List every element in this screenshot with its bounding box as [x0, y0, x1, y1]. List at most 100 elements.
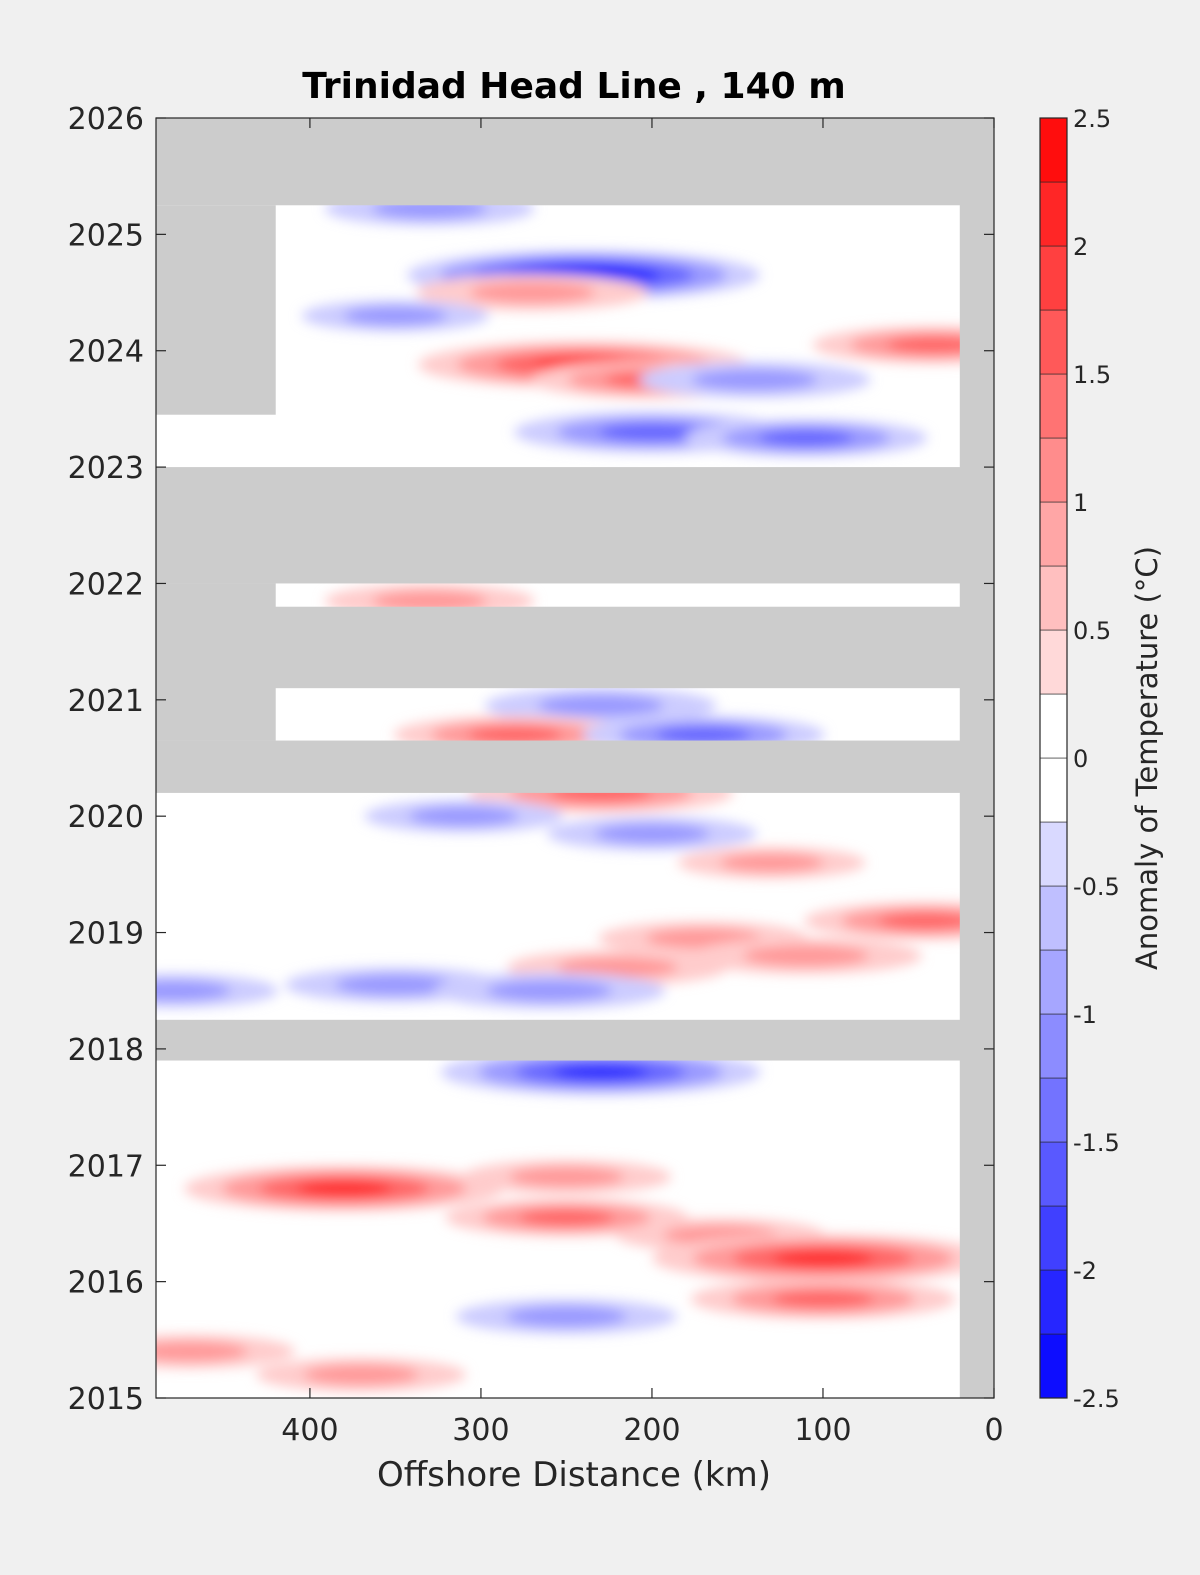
colorbar-tick-label: 0.5	[1073, 617, 1111, 645]
colorbar-segment	[1039, 117, 1068, 183]
anomaly-feature	[301, 300, 490, 332]
anomaly-contour	[508, 1166, 624, 1187]
anomaly-feature	[484, 687, 717, 724]
no-data-layer	[156, 118, 994, 1398]
colorbar-tick-label: -0.5	[1073, 873, 1120, 901]
anomaly-feature	[804, 902, 994, 940]
anomaly-contour	[467, 726, 563, 743]
colorbar-segment	[1039, 885, 1068, 951]
anomaly-feature	[444, 1198, 688, 1237]
y-tick-label: 2023	[68, 451, 144, 486]
anomaly-contour	[656, 726, 751, 743]
anomaly-feature	[364, 799, 564, 833]
x-axis: 400 300 200 100 0	[281, 118, 1004, 1448]
colorbar-segment	[1039, 437, 1068, 503]
colorbar-segment	[1039, 1077, 1068, 1143]
colorbar-segment	[1039, 821, 1068, 887]
colorbar-tick-label: 2	[1073, 233, 1088, 261]
anomaly-contour	[537, 695, 664, 717]
anomaly-feature	[690, 1279, 956, 1320]
y-axis: 2015 2016 2017 2018 2019 2020 2021 2022 2023 2024…	[68, 102, 994, 1417]
anomaly-contour	[742, 945, 869, 967]
y-tick-label: 2022	[68, 567, 144, 602]
colorbar-segment	[1039, 1269, 1068, 1335]
colorbar-segment	[1039, 501, 1068, 567]
y-tick-label: 2020	[68, 800, 144, 835]
y-tick-label: 2021	[68, 684, 144, 719]
plot-frame	[155, 117, 995, 1399]
colorbar-tick-label: -1.5	[1073, 1129, 1120, 1157]
anomaly-contour	[486, 980, 613, 1002]
colorbar-segment	[1039, 1013, 1068, 1079]
anomaly-contour	[553, 1064, 649, 1081]
x-tick-label: 0	[984, 1413, 1003, 1448]
x-tick-label: 200	[623, 1413, 680, 1448]
colorbar-label: Anomaly of Temperature (°C)	[1130, 546, 1164, 970]
y-tick-label: 2019	[68, 917, 144, 952]
colorbar-segment	[1039, 629, 1068, 695]
no-data-band	[156, 467, 994, 584]
anomaly-feature	[156, 1334, 296, 1369]
colorbar-segment	[1039, 693, 1068, 759]
anomaly-contour	[772, 1250, 874, 1267]
colorbar-segment	[1039, 245, 1068, 311]
colorbar-segment	[1039, 309, 1068, 375]
x-tick-label: 100	[794, 1413, 851, 1448]
no-data-band	[156, 740, 994, 793]
anomaly-contour	[506, 1306, 627, 1327]
colorbar-segment	[1039, 565, 1068, 631]
y-tick-label: 2018	[68, 1033, 144, 1068]
anomaly-feature	[433, 972, 666, 1009]
colorbar-segment	[1039, 1141, 1068, 1207]
x-tick-label: 400	[281, 1413, 338, 1448]
colorbar-tick-label: -2.5	[1073, 1385, 1120, 1413]
anomaly-contour	[594, 823, 710, 844]
anomaly-contour	[772, 1290, 874, 1308]
colorbar-tick-label: 2.5	[1073, 105, 1111, 133]
colorbar-tick-label: -2	[1073, 1257, 1097, 1285]
anomaly-feature	[546, 816, 757, 851]
anomaly-contour	[719, 853, 824, 873]
no-data-band	[156, 205, 276, 415]
colorbar-tick-label: -1	[1073, 1001, 1097, 1029]
anomaly-feature	[455, 1298, 677, 1335]
colorbar-tick-label: 1.5	[1073, 361, 1111, 389]
x-axis-label: Offshore Distance (km)	[377, 1455, 771, 1495]
anomaly-contour	[156, 980, 231, 1001]
anomaly-contour	[691, 369, 818, 391]
anomaly-layer	[156, 191, 994, 1392]
anomaly-contour	[409, 806, 519, 826]
anomaly-contour	[469, 281, 596, 304]
anomaly-contour	[557, 957, 679, 978]
colorbar-frame	[1039, 117, 1068, 1399]
y-tick-label: 2017	[68, 1149, 144, 1184]
colorbar-tick-label: 1	[1073, 489, 1088, 517]
no-data-band	[959, 118, 994, 1398]
colorbar-segment	[1039, 949, 1068, 1015]
anomaly-contour	[372, 590, 488, 611]
anomaly-feature	[638, 361, 871, 399]
no-data-band	[156, 583, 276, 741]
anomaly-contour	[878, 912, 973, 930]
anomaly-feature	[156, 973, 279, 1008]
anomaly-contour	[156, 1341, 248, 1362]
colorbar: -2.5 -2 -1.5 -1 -0.5 0 0.5 1 1.5 2 2.5	[1039, 105, 1120, 1413]
no-data-band	[156, 1019, 994, 1061]
anomaly-contour	[758, 429, 854, 447]
anomaly-contour	[599, 423, 705, 442]
y-tick-label: 2016	[68, 1266, 144, 1301]
anomaly-contour	[519, 1209, 614, 1226]
anomaly-contour	[296, 1180, 392, 1197]
y-tick-label: 2024	[68, 335, 144, 370]
anomaly-feature	[812, 326, 994, 364]
colorbar-segment	[1039, 757, 1068, 823]
no-data-band	[156, 118, 994, 206]
anomaly-feature	[416, 274, 649, 311]
colorbar-segment	[1039, 181, 1068, 247]
anomaly-feature	[256, 1357, 467, 1392]
anomaly-contour	[886, 336, 982, 354]
anomaly-contour	[303, 1364, 419, 1385]
anomaly-feature	[684, 419, 928, 457]
plot-area	[156, 118, 994, 1398]
